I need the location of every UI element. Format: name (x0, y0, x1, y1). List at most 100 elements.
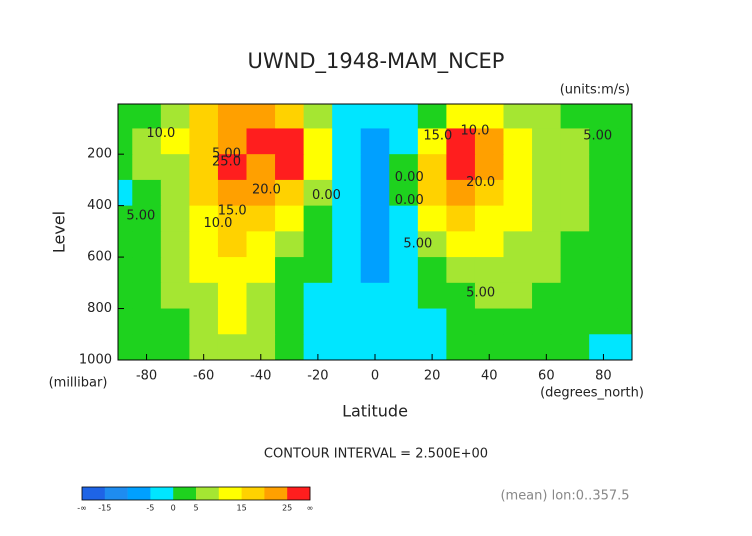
contour-cell (389, 179, 419, 207)
contour-cell (332, 128, 362, 155)
contour-cell (589, 104, 619, 129)
contour-label: 5.00 (583, 129, 612, 144)
contour-cell (474, 282, 504, 310)
contour-cell (246, 231, 276, 258)
contour-cell (560, 231, 590, 258)
colorbar-label: 5 (193, 504, 198, 513)
contour-cell (417, 104, 447, 129)
contour-cell (217, 104, 247, 129)
contour-cell (560, 154, 590, 181)
colorbar-swatch (173, 487, 197, 500)
contour-cell (560, 179, 590, 207)
contour-label: 0.00 (395, 170, 424, 185)
colorbar-swatch (127, 487, 151, 500)
contour-cell (389, 257, 419, 284)
contour-cell (132, 154, 162, 181)
contour-cell (303, 104, 333, 129)
colorbar-swatch (150, 487, 174, 500)
contour-cell (160, 282, 190, 310)
contour-cell (446, 257, 476, 284)
contour-cell (303, 282, 333, 310)
contour-cell (589, 282, 619, 310)
contour-cell (118, 257, 133, 284)
contour-cell (303, 128, 333, 155)
contour-cell (275, 257, 305, 284)
contour-cell (189, 282, 219, 310)
contour-cell (275, 282, 305, 310)
contour-note: CONTOUR INTERVAL = 2.500E+00 (264, 447, 488, 462)
colorbar-swatch (264, 487, 288, 500)
contour-cell (560, 257, 590, 284)
x-tick-label: 40 (481, 369, 498, 384)
contour-cell (118, 282, 133, 310)
contour-label: 5.00 (466, 286, 495, 301)
contour-cell (389, 308, 419, 335)
colorbar-label: 15 (237, 504, 247, 513)
contour-cell (132, 257, 162, 284)
contour-cell (417, 282, 447, 310)
contour-cell (560, 282, 590, 310)
contour-cell (560, 205, 590, 232)
contour-cell (417, 205, 447, 232)
contour-cell (303, 154, 333, 181)
contour-cell (217, 231, 247, 258)
contour-cell (118, 104, 133, 129)
colorbar-frame (81, 486, 311, 501)
y-tick-label: 800 (87, 301, 112, 316)
contour-cell (617, 334, 633, 361)
y-axis-title: Level (50, 211, 69, 253)
contour-cell (332, 282, 362, 310)
colorbar-swatch (104, 487, 128, 500)
contour-cell (332, 257, 362, 284)
contour-cell (303, 257, 333, 284)
contour-cell (617, 104, 633, 129)
contour-cell (532, 231, 562, 258)
contour-cell (474, 231, 504, 258)
contour-cell (589, 257, 619, 284)
colorbar-swatch (196, 487, 220, 500)
contour-cell (503, 128, 533, 155)
contour-label: 0.00 (312, 188, 341, 203)
contour-cell (617, 231, 633, 258)
contour-cell (189, 308, 219, 335)
contour-cell (189, 231, 219, 258)
contour-cell (360, 128, 390, 155)
contour-cell (332, 308, 362, 335)
contour-cell (417, 128, 447, 155)
colorbar-label: 25 (282, 504, 292, 513)
x-unit: (degrees_north) (540, 386, 644, 401)
y-unit: (millibar) (49, 376, 108, 391)
contour-cell (474, 205, 504, 232)
contour-label: 20.0 (466, 175, 495, 190)
contour-cell (446, 205, 476, 232)
contour-cell (275, 308, 305, 335)
contour-cell (503, 179, 533, 207)
contour-cell (132, 282, 162, 310)
colorbar-swatch (218, 487, 242, 500)
contour-cell (189, 205, 219, 232)
colorbar-swatch (241, 487, 265, 500)
contour-cell (160, 179, 190, 207)
contour-cell (160, 257, 190, 284)
contour-cell (589, 128, 619, 155)
contour-cell (503, 334, 533, 361)
contour-cell (275, 128, 305, 155)
colorbar-swatch (82, 487, 106, 500)
contour-cell (617, 308, 633, 335)
contour-cell (446, 308, 476, 335)
contour-cell (617, 179, 633, 207)
contour-cell (217, 128, 247, 155)
x-tick-label: 20 (424, 369, 441, 384)
contour-cell (503, 154, 533, 181)
contour-cell (389, 128, 419, 155)
contour-cell (332, 104, 362, 129)
x-tick-label: -20 (307, 369, 328, 384)
contour-cell (532, 154, 562, 181)
plot-area (117, 103, 633, 361)
contour-cell (503, 205, 533, 232)
colorbar-label: -∞ (77, 504, 87, 513)
contour-cell (217, 308, 247, 335)
contour-cell (132, 205, 162, 232)
footer: (mean) lon:0..357.5 (500, 489, 629, 504)
contour-cell (217, 205, 247, 232)
